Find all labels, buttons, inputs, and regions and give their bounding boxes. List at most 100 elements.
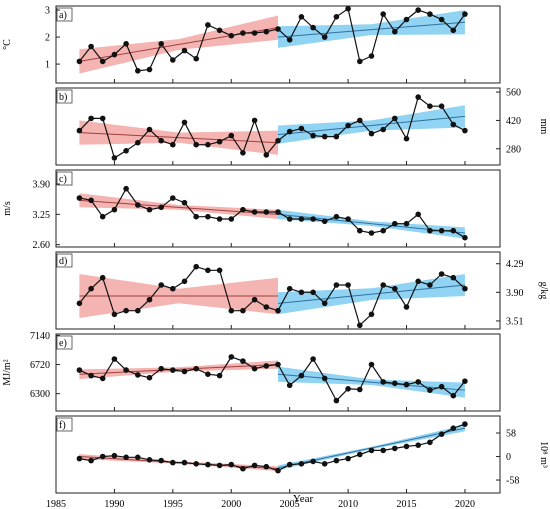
- data-point: [146, 206, 153, 213]
- data-point: [88, 285, 94, 292]
- data-point: [240, 465, 246, 472]
- panel-e: e) 6300 6720 7140 MJ/m²: [2, 331, 501, 412]
- series-line: [79, 423, 466, 472]
- panel-label-text: a): [59, 10, 67, 21]
- data-point: [345, 455, 351, 462]
- x-tick-label: 1985: [46, 499, 66, 509]
- trend-line-2004-2020: [277, 21, 465, 38]
- data-point: [181, 368, 188, 375]
- data-point: [403, 16, 410, 23]
- data-point: [216, 372, 223, 379]
- data-point: [263, 463, 270, 470]
- data-point: [310, 216, 316, 222]
- data-point: [298, 372, 305, 379]
- data-point: [76, 195, 83, 201]
- data-point: [415, 7, 422, 13]
- panel-label: e): [56, 335, 73, 350]
- data-point: [380, 227, 387, 234]
- data-point: [135, 372, 141, 378]
- data-point: [286, 285, 293, 292]
- data-point: [111, 51, 118, 58]
- y-axis-label: m/s: [2, 201, 13, 216]
- data-point: [205, 213, 211, 220]
- data-point: [438, 103, 445, 109]
- data-point: [275, 467, 281, 474]
- data-point: [403, 443, 410, 450]
- data-point: [345, 5, 351, 12]
- data-point: [181, 119, 188, 126]
- data-point: [286, 128, 293, 135]
- data-point: [310, 356, 316, 362]
- trend-line-2004-2020: [277, 373, 465, 391]
- data-point: [345, 122, 351, 129]
- data-point: [228, 461, 235, 468]
- y-tick-label: 420: [506, 116, 521, 127]
- data-point: [427, 439, 433, 446]
- data-point: [438, 271, 445, 277]
- data-point: [123, 41, 129, 47]
- x-tick-label: 2015: [397, 499, 417, 509]
- data-point: [298, 125, 305, 132]
- data-point: [170, 195, 176, 201]
- data-point: [88, 372, 94, 379]
- data-point: [357, 117, 363, 124]
- panel-a: a) 1 2 3 °C: [2, 5, 501, 84]
- confidence-band-1987-2004: [79, 193, 279, 219]
- data-point: [76, 367, 83, 373]
- data-point: [345, 386, 351, 392]
- data-point: [240, 358, 246, 364]
- data-point: [76, 127, 83, 134]
- data-point: [216, 267, 223, 274]
- data-point: [193, 55, 199, 62]
- data-point: [99, 115, 106, 122]
- data-point: [275, 361, 281, 368]
- data-point: [380, 282, 387, 288]
- data-point: [368, 130, 375, 137]
- data-point: [415, 379, 422, 385]
- y-tick-label: 2: [45, 33, 50, 44]
- panel-label-text: d): [59, 256, 67, 267]
- trend-line-2004-2020: [277, 284, 465, 304]
- panel-label-box: [56, 7, 73, 22]
- data-point: [111, 311, 118, 318]
- data-point: [310, 24, 316, 31]
- data-point: [321, 300, 328, 307]
- data-point: [275, 137, 281, 144]
- data-point: [380, 447, 387, 454]
- data-point: [263, 363, 270, 369]
- series-line: [79, 356, 466, 402]
- y-tick-label: 3: [45, 6, 50, 17]
- data-point: [216, 138, 223, 145]
- data-point: [170, 141, 176, 148]
- data-point: [462, 378, 468, 385]
- panel-label-box: [56, 335, 73, 350]
- data-point: [76, 455, 83, 462]
- data-point: [135, 307, 141, 314]
- x-tick-label: 1990: [104, 499, 124, 509]
- data-point: [438, 227, 445, 234]
- data-point: [368, 311, 375, 318]
- data-point: [158, 457, 164, 464]
- confidence-band-2004-2020: [278, 105, 465, 144]
- data-point: [392, 115, 398, 122]
- data-point: [333, 133, 340, 140]
- data-point: [251, 209, 258, 215]
- x-tick-label: 2020: [455, 499, 475, 509]
- x-axis: 1985 1990 1995 2000 2005 2010 2015 2020: [46, 499, 475, 509]
- trend-line-2004-2020: [277, 115, 465, 136]
- data-point: [450, 121, 457, 128]
- data-point: [427, 227, 433, 234]
- data-point: [321, 461, 328, 467]
- trend-line-1987-2004: [79, 364, 279, 375]
- data-point: [123, 185, 129, 192]
- data-point: [392, 380, 398, 387]
- x-tick-label: 1995: [163, 499, 183, 509]
- panel-label-text: b): [59, 92, 67, 103]
- data-point: [310, 289, 316, 296]
- data-point: [415, 94, 422, 100]
- data-point: [415, 278, 422, 285]
- y-tick-label: 7140: [30, 331, 50, 342]
- data-point: [357, 58, 363, 65]
- data-point: [170, 57, 176, 63]
